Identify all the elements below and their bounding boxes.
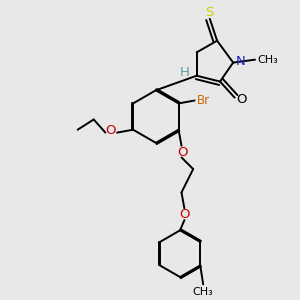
Text: N: N	[236, 55, 245, 68]
Text: O: O	[105, 124, 116, 137]
Text: S: S	[206, 6, 214, 19]
Text: O: O	[237, 93, 247, 106]
Text: Br: Br	[197, 94, 210, 107]
Text: O: O	[180, 208, 190, 221]
Text: CH₃: CH₃	[258, 55, 278, 65]
Text: CH₃: CH₃	[193, 286, 214, 297]
Text: O: O	[177, 146, 187, 159]
Text: H: H	[180, 66, 190, 79]
